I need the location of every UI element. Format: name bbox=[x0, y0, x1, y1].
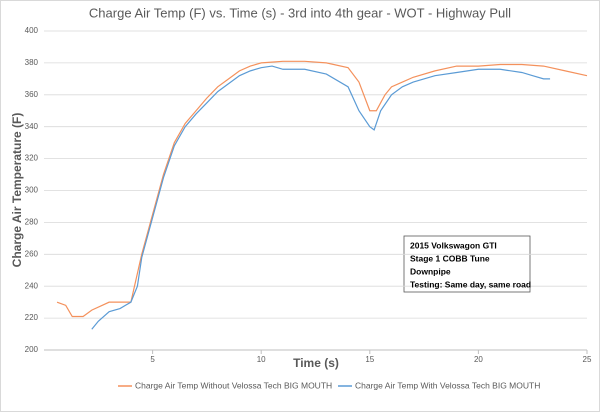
annotation-text: Stage 1 COBB Tune bbox=[410, 253, 490, 263]
legend-label: Charge Air Temp Without Velossa Tech BIG… bbox=[135, 380, 332, 390]
annotation-box bbox=[403, 235, 531, 293]
x-tick-label: 15 bbox=[365, 355, 374, 364]
y-tick-label: 340 bbox=[25, 122, 39, 131]
annotation-text: 2015 Volkswagon GTI bbox=[410, 240, 497, 250]
y-tick-label: 360 bbox=[25, 90, 39, 99]
x-axis-label: Time (s) bbox=[293, 356, 339, 370]
y-tick-label: 200 bbox=[25, 345, 39, 354]
x-tick-label: 25 bbox=[583, 355, 592, 364]
x-tick-label: 10 bbox=[257, 355, 266, 364]
x-tick-label: 20 bbox=[474, 355, 483, 364]
y-tick-label: 240 bbox=[25, 281, 39, 290]
y-tick-label: 220 bbox=[25, 313, 39, 322]
y-tick-label: 260 bbox=[25, 249, 39, 258]
y-axis-label: Charge Air Temperature (F) bbox=[10, 113, 24, 268]
series-line bbox=[91, 65, 551, 330]
y-tick-label: 400 bbox=[25, 26, 39, 35]
y-tick-label: 320 bbox=[25, 154, 39, 163]
series-line bbox=[56, 60, 588, 318]
y-tick-label: 300 bbox=[25, 186, 39, 195]
x-tick-label: 5 bbox=[150, 355, 155, 364]
legend-label: Charge Air Temp With Velossa Tech BIG MO… bbox=[355, 380, 540, 390]
annotation-text: Downpipe bbox=[410, 266, 451, 276]
y-tick-label: 280 bbox=[25, 218, 39, 227]
y-tick-label: 380 bbox=[25, 58, 39, 67]
chart-title: Charge Air Temp (F) vs. Time (s) - 3rd i… bbox=[89, 5, 511, 20]
annotation-text: Testing: Same day, same road bbox=[410, 279, 531, 289]
